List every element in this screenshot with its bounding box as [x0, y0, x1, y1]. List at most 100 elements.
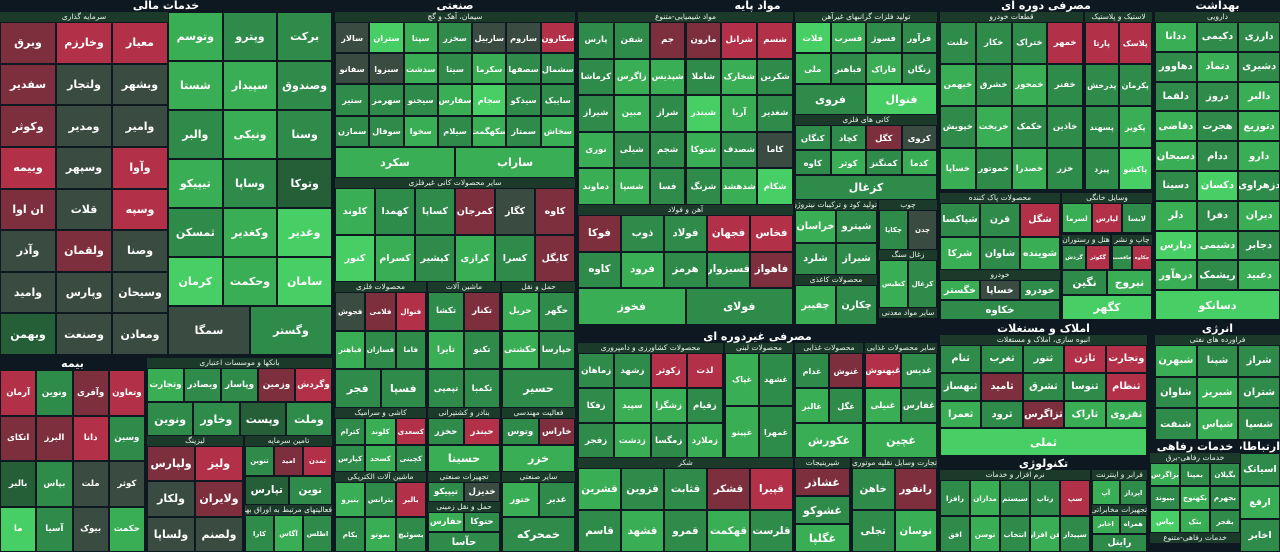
stock-tile[interactable]: بترانس	[365, 482, 396, 517]
stock-tile[interactable]: وتجارت	[147, 368, 184, 402]
stock-tile[interactable]: غگلپا	[795, 524, 850, 552]
stock-tile[interactable]: خمهر	[1047, 22, 1083, 64]
stock-tile[interactable]: کزغال	[795, 175, 937, 200]
stock-tile[interactable]: تپمپی	[428, 369, 464, 408]
stock-tile[interactable]: وامید	[0, 271, 56, 314]
stock-tile[interactable]: حتوکا	[464, 512, 500, 532]
stock-tile[interactable]: دپارس	[1155, 230, 1197, 261]
stock-tile[interactable]: خاراس	[538, 418, 575, 445]
stock-tile[interactable]: فباهنر	[335, 330, 366, 370]
stock-tile[interactable]: زفجر	[578, 423, 615, 458]
stock-tile[interactable]: وآذر	[0, 230, 56, 272]
stock-tile[interactable]: حآسا	[428, 532, 500, 552]
stock-tile[interactable]: خگستر	[940, 280, 980, 300]
stock-tile[interactable]: غالبر	[795, 388, 829, 423]
stock-tile[interactable]: سخوا	[403, 115, 438, 147]
stock-tile[interactable]: خصدرا	[1011, 148, 1048, 190]
stock-tile[interactable]: غگل	[829, 388, 863, 423]
stock-tile[interactable]: کاوه	[535, 188, 575, 235]
stock-tile[interactable]: فوکا	[578, 215, 621, 252]
stock-tile[interactable]: خپویش	[940, 106, 976, 148]
stock-tile[interactable]: خموتور	[975, 148, 1012, 190]
stock-tile[interactable]: بپاس	[36, 461, 73, 507]
stock-tile[interactable]: چکاپا	[879, 210, 908, 250]
stock-tile[interactable]: رتاپ	[1030, 480, 1060, 516]
stock-tile[interactable]: فولاد	[664, 215, 707, 252]
stock-tile[interactable]: شیراز	[578, 95, 614, 132]
stock-tile[interactable]: لابسا	[1122, 203, 1152, 233]
stock-tile[interactable]: سهرمز	[369, 84, 404, 116]
stock-tile[interactable]: زشهد	[614, 353, 651, 388]
stock-tile[interactable]: قاسم	[578, 510, 621, 552]
stock-tile[interactable]: قشهد	[621, 510, 664, 552]
stock-tile[interactable]: دفرا	[1196, 200, 1239, 231]
stock-tile[interactable]: خمحور	[1011, 64, 1048, 106]
stock-tile[interactable]: وصندوق	[277, 61, 332, 110]
stock-tile[interactable]: وپارس	[56, 271, 112, 314]
stock-tile[interactable]: سمازن	[335, 115, 370, 147]
stock-tile[interactable]: خاهن	[852, 468, 895, 510]
stock-tile[interactable]: دیران	[1238, 200, 1280, 231]
stock-tile[interactable]: اخابر	[1092, 515, 1120, 534]
stock-tile[interactable]: حکمت	[108, 506, 145, 552]
stock-tile[interactable]: سخاش	[540, 115, 575, 147]
stock-tile[interactable]: کگاز	[495, 188, 535, 235]
stock-tile[interactable]: ساراب	[455, 146, 575, 178]
stock-tile[interactable]: حسینا	[428, 445, 500, 472]
stock-tile[interactable]: کساپا	[415, 188, 455, 235]
stock-tile[interactable]: خساپا	[940, 148, 976, 190]
stock-tile[interactable]: شپترو	[836, 210, 877, 243]
stock-tile[interactable]: کسعدی	[395, 418, 426, 445]
stock-tile[interactable]: قشکر	[707, 468, 750, 510]
stock-tile[interactable]: شپدیس	[649, 58, 686, 96]
stock-tile[interactable]: معیار	[112, 22, 168, 64]
stock-tile[interactable]: کروی	[901, 125, 937, 150]
stock-tile[interactable]: حریل	[502, 292, 539, 331]
stock-tile[interactable]: ستران	[369, 22, 404, 54]
stock-tile[interactable]: تمدن	[303, 446, 332, 476]
stock-tile[interactable]: البرز	[36, 415, 73, 461]
stock-tile[interactable]: وسین	[108, 415, 145, 461]
stock-tile[interactable]: ومعادن	[112, 313, 168, 355]
stock-tile[interactable]: شسم	[757, 22, 793, 59]
stock-tile[interactable]: اخابر	[1240, 519, 1280, 552]
stock-tile[interactable]: بکهنوج	[1180, 486, 1210, 510]
stock-tile[interactable]: ونوین	[36, 370, 73, 416]
stock-tile[interactable]: بجهرم	[1210, 486, 1240, 510]
stock-tile[interactable]: تپارس	[245, 475, 289, 505]
stock-tile[interactable]: دتوزیع	[1238, 111, 1280, 142]
stock-tile[interactable]: حگهر	[538, 292, 575, 331]
stock-tile[interactable]: کاوه	[795, 150, 831, 175]
stock-tile[interactable]: کاما	[757, 131, 793, 169]
stock-tile[interactable]: کوثر	[108, 461, 145, 507]
stock-tile[interactable]: ثشرق	[1022, 372, 1065, 401]
stock-tile[interactable]: فنوال	[395, 292, 426, 331]
stock-tile[interactable]: انتخاب	[1000, 516, 1030, 552]
stock-tile[interactable]: وبیمه	[0, 146, 56, 189]
stock-tile[interactable]: پکرمان	[1118, 64, 1152, 106]
stock-tile[interactable]: سپید	[614, 388, 651, 423]
stock-tile[interactable]: نبروج	[1107, 270, 1152, 295]
stock-tile[interactable]: کرمان	[168, 257, 223, 306]
stock-tile[interactable]: سیلام	[437, 115, 473, 147]
stock-tile[interactable]: درهآور	[1155, 260, 1197, 291]
stock-tile[interactable]: کگهر	[1062, 295, 1152, 320]
stock-tile[interactable]: وپست	[239, 402, 286, 436]
stock-tile[interactable]: ثبهساز	[940, 372, 982, 401]
stock-tile[interactable]: پارس	[578, 22, 614, 59]
stock-tile[interactable]: برکت	[277, 12, 332, 61]
stock-tile[interactable]: آگاس	[274, 515, 303, 552]
stock-tile[interactable]: قشرین	[578, 468, 621, 510]
stock-tile[interactable]: فجر	[335, 369, 381, 408]
stock-tile[interactable]: شستا	[168, 61, 223, 110]
stock-tile[interactable]: ولکار	[147, 481, 195, 517]
stock-tile[interactable]: مارون	[685, 22, 722, 59]
stock-tile[interactable]: سیجنو	[403, 84, 438, 116]
stock-tile[interactable]: شبهرن	[1155, 345, 1197, 377]
stock-tile[interactable]: سخزر	[437, 22, 473, 54]
stock-tile[interactable]: خمحرکه	[502, 517, 575, 552]
stock-tile[interactable]: ددانا	[1155, 22, 1197, 52]
stock-tile[interactable]: وتعاون	[108, 370, 145, 416]
stock-tile[interactable]: ولصنم	[195, 516, 243, 552]
stock-tile[interactable]: شتوکا	[685, 131, 722, 169]
